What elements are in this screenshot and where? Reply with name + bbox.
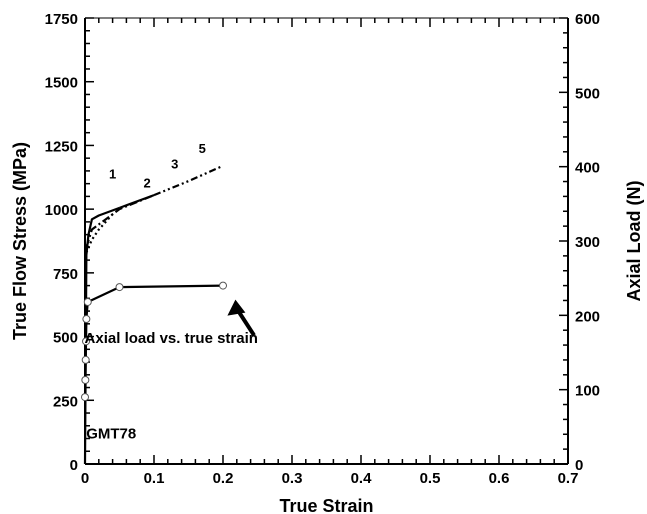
x-tick-label: 0.4 [351, 470, 373, 487]
curve-label: 1 [109, 167, 116, 182]
series-line-3 [85, 213, 114, 253]
series-line-2 [85, 194, 155, 248]
y-right-axis-title: Axial Load (N) [624, 180, 644, 301]
x-tick-label: 0.6 [489, 470, 510, 487]
axis-ticks: 0 0.1 0.2 0.3 0.4 0.5 0.6 0.7025050075010001250… [45, 11, 600, 487]
series-markers [81, 281, 227, 402]
y-left-tick-label: 1500 [45, 75, 78, 92]
y-right-tick-label: 300 [575, 234, 600, 251]
arrow-line [235, 308, 256, 337]
y-left-tick-label: 1000 [45, 202, 78, 219]
y-right-tick-label: 200 [575, 308, 600, 325]
y-right-tick-label: 600 [575, 11, 600, 28]
y-right-tick-label: 500 [575, 85, 600, 102]
chart-labels: True Strain True Flow Stress (MPa) Axial L… [10, 141, 644, 514]
arrow-head [227, 299, 246, 316]
y-left-tick-label: 1750 [45, 11, 78, 28]
y-left-tick-label: 1250 [45, 138, 78, 155]
series-line-1 [83, 206, 120, 465]
plot-frame [84, 17, 569, 465]
y-left-axis-title: True Flow Stress (MPa) [10, 142, 30, 340]
data-point [115, 283, 124, 292]
y-right-tick-label: 400 [575, 160, 600, 177]
y-left-tick-label: 0 [70, 457, 78, 474]
data-point [81, 376, 90, 385]
curve-label: 5 [199, 141, 206, 156]
data-point [219, 281, 227, 290]
x-tick-label: 0.5 [420, 470, 441, 487]
x-tick-label: 0.2 [213, 470, 234, 487]
y-left-tick-label: 500 [53, 330, 78, 347]
y-left-tick-label: 750 [53, 266, 78, 283]
curve-label: 3 [171, 156, 178, 171]
series-line-5 [153, 164, 224, 197]
data-point [83, 297, 92, 306]
data-point [82, 315, 91, 324]
series-line-4 [119, 194, 155, 209]
x-axis-title: True Strain [279, 496, 373, 514]
x-tick-label: 0.7 [558, 470, 579, 487]
data-point [81, 393, 89, 402]
chart-series [83, 164, 224, 465]
data-point [81, 355, 90, 364]
x-tick-label: 0 [81, 470, 89, 487]
y-right-tick-label: 100 [575, 383, 600, 400]
y-left-tick-label: 250 [53, 393, 78, 410]
curve-label: 2 [143, 175, 150, 190]
x-tick-label: 0.1 [144, 470, 165, 487]
y-right-tick-label: 0 [575, 457, 583, 474]
data-point [82, 337, 91, 346]
sample-label: GMT78 [86, 426, 136, 443]
x-tick-label: 0.3 [282, 470, 303, 487]
arrow-annotation-text: Axial load vs. true strain [85, 330, 258, 347]
